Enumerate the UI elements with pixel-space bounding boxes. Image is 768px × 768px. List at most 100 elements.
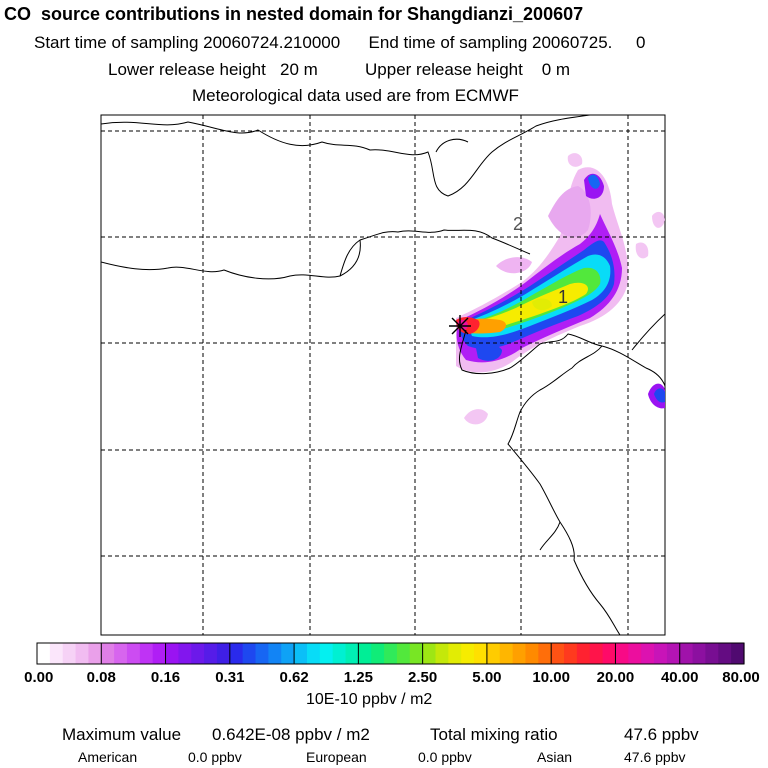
colorbar-swatch (474, 643, 488, 664)
colorbar-swatch (718, 643, 732, 664)
colorbar-swatch (204, 643, 218, 664)
colorbar-swatch (281, 643, 295, 664)
region-american-value: 0.0 ppbv (188, 749, 242, 765)
region-asian-label: Asian (537, 749, 573, 765)
colorbar-swatch (75, 643, 90, 664)
colorbar-swatch (114, 643, 128, 664)
plume-blob-pink-d (635, 242, 649, 259)
colorbar-swatch (679, 643, 694, 664)
colorbar-swatch (525, 643, 539, 664)
plume-blob-pink-e (567, 153, 583, 167)
colorbar-swatch (628, 643, 642, 664)
total-mixing-label: Total mixing ratio (430, 725, 558, 744)
colorbar-swatch (486, 643, 501, 664)
colorbar-tick-label: 0.62 (279, 669, 309, 686)
colorbar-swatch (692, 643, 707, 664)
colorbar-swatch (589, 643, 604, 664)
plume-blob-blue-a (476, 343, 502, 361)
colorbar-swatch (409, 643, 424, 664)
colorbar-swatch (139, 643, 154, 664)
colorbar-swatch (49, 643, 64, 664)
chart-title: CO source contributions in nested domain… (4, 4, 584, 24)
plume-blob-pink-a (496, 257, 532, 274)
coastline-bay (435, 138, 469, 153)
coastline-inlet (539, 521, 561, 551)
plume-blob-pink-c (652, 211, 665, 228)
colorbar (36, 642, 745, 665)
plume-blob-pink-b (464, 409, 488, 425)
total-mixing-value: 47.6 ppbv (624, 725, 699, 744)
max-value-label: Maximum value (62, 725, 182, 744)
colorbar-swatch (152, 643, 167, 664)
colorbar-swatch (268, 643, 282, 664)
colorbar-swatch (242, 643, 257, 664)
colorbar-tick-label: 5.00 (472, 669, 502, 686)
colorbar-tick-label: 0.00 (24, 669, 54, 686)
region-american-label: American (78, 749, 138, 765)
colorbar-tick-label: 1.25 (343, 669, 373, 686)
colorbar-swatch (294, 643, 308, 664)
release-site-marker (449, 315, 471, 337)
colorbar-swatch (178, 643, 192, 664)
plume-north-pink (548, 186, 591, 238)
colorbar-swatch (461, 643, 475, 664)
colorbar-swatch (448, 643, 462, 664)
region-asian-value: 47.6 ppbv (624, 749, 686, 765)
sampling-time-line: Start time of sampling 20060724.210000 E… (34, 33, 646, 52)
colorbar-swatch (705, 643, 719, 664)
coastline-east (631, 313, 665, 351)
colorbar-swatch (396, 643, 411, 664)
colorbar-tick-label: 0.08 (86, 669, 116, 686)
colorbar-tick-label: 20.00 (596, 669, 635, 686)
colorbar-swatch (62, 643, 77, 664)
colorbar-swatch (422, 643, 437, 664)
colorbar-swatch (255, 643, 269, 664)
colorbar-swatch (602, 643, 617, 664)
colorbar-swatch (306, 643, 321, 664)
colorbar-swatch (641, 643, 655, 664)
colorbar-tick-label: 40.00 (660, 669, 699, 686)
coastline-north (101, 115, 591, 197)
colorbar-tick-label: 0.31 (215, 669, 245, 686)
colorbar-tick-label: 0.16 (150, 669, 181, 686)
colorbar-swatch (358, 643, 372, 664)
colorbar-swatch (435, 643, 449, 664)
concentration-field (456, 153, 665, 425)
colorbar-swatch (666, 643, 681, 664)
region-european-value: 0.0 ppbv (418, 749, 472, 765)
colorbar-swatch (654, 643, 668, 664)
plume-blob-yellow (532, 298, 552, 311)
colorbar-swatch (384, 643, 398, 664)
colorbar-swatch (126, 643, 141, 664)
colorbar-swatch (564, 643, 578, 664)
colorbar-swatch (538, 643, 552, 664)
plume-level-yellow (473, 282, 589, 331)
colorbar-swatch (101, 643, 115, 664)
colorbar-swatch (216, 643, 231, 664)
coastlines (101, 115, 665, 635)
colorbar-swatch (345, 643, 359, 664)
border-segment (339, 239, 361, 277)
colorbar-swatch (37, 643, 51, 664)
release-height-line: Lower release height 20 m Upper release … (108, 60, 571, 79)
region-european-label: European (306, 749, 367, 765)
coastline-south (507, 345, 621, 635)
plume-blob-blue-b (588, 174, 600, 189)
colorbar-swatch (512, 643, 527, 664)
coastline-gulf (459, 329, 665, 387)
colorbar-swatch (165, 643, 179, 664)
colorbar-swatch (551, 643, 565, 664)
colorbar-swatch (615, 643, 629, 664)
colorbar-swatch (499, 643, 514, 664)
colorbar-swatch (319, 643, 334, 664)
colorbar-tick-label: 80.00 (722, 669, 760, 686)
colorbar-swatch (332, 643, 347, 664)
border-west (101, 229, 531, 280)
contour-label-1: 1 (558, 287, 568, 307)
meteorological-data-line: Meteorological data used are from ECMWF (192, 86, 519, 105)
map-grid (101, 115, 665, 635)
colorbar-tick-label: 2.50 (408, 669, 438, 686)
colorbar-border (36, 642, 745, 665)
colorbar-swatch (731, 643, 745, 664)
